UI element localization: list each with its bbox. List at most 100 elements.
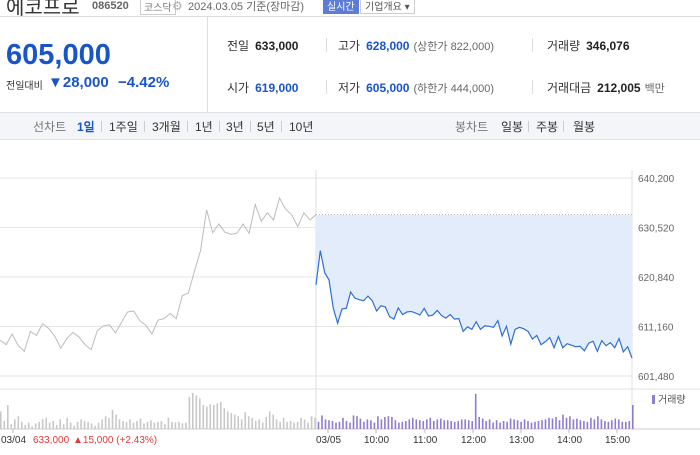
volume-bar [398,422,400,429]
volume-bar [342,417,344,429]
volume-bar [419,420,421,429]
volume-bar [499,422,501,429]
volume-bar [286,421,288,429]
volume-bar [160,421,163,429]
y-tick-label: 640,200 [638,174,675,185]
volume-bar [321,415,323,429]
volume-bar [401,421,404,429]
volume-bar [310,416,313,429]
volume-bar [69,422,72,429]
volume-bar [370,420,372,429]
volume-bar [216,403,219,429]
x-tick-label: 13:00 [509,435,534,446]
volume-bar [429,417,432,429]
period-5y[interactable]: 5년 [257,120,275,134]
y-tick-label: 611,160 [638,323,674,334]
toolbar-separator [528,121,529,132]
volume-bar [618,419,620,429]
volume-bar [268,411,271,429]
volume-bar [495,420,498,429]
stat-value: 346,076 [586,39,630,53]
company-overview-button[interactable]: 기업개요 ▾ [360,0,415,14]
volume-bar [335,422,337,429]
period-10y[interactable]: 10년 [289,120,314,134]
volume-bar [230,413,233,429]
stat-volume: 거래량 346,076 [547,37,630,54]
volume-bar [576,418,578,429]
volume-bar [233,414,236,429]
volume-bar [202,405,205,429]
stat-separator [326,38,327,52]
volume-bar [328,420,330,429]
volume-bar [136,421,138,429]
volume-bar [272,414,274,429]
volume-bar [317,421,320,429]
volume-bar [590,417,592,429]
volume-bar [551,418,554,429]
volume-bar [181,423,184,429]
volume-bar [17,416,20,429]
y-tick-label: 620,840 [638,273,675,284]
volume-bar [471,421,473,429]
current-price: 605,000 [6,39,111,71]
volume-bar [178,421,180,429]
stat-separator [532,80,533,94]
gear-icon[interactable]: ⚙ [172,0,183,13]
volume-bar [188,397,191,429]
volume-bar [607,421,610,429]
period-1d[interactable]: 1일 [77,120,95,134]
volume-bar [289,421,292,429]
stat-separator [532,38,533,52]
volume-bar [247,416,250,429]
candle-monthly[interactable]: 월봉 [573,120,596,134]
volume-bar [14,419,16,429]
volume-bar [261,422,264,429]
volume-bar [143,423,145,429]
volume-bar [391,417,393,429]
volume-bar [516,420,519,429]
volume-bar [625,421,627,429]
volume-bar [7,405,9,429]
volume-bar [523,419,526,429]
volume-bar [632,405,634,429]
price-chart[interactable]: 640,200 630,520 620,840 611,160 601,480 거래량 03… [0,139,700,450]
live-button[interactable]: 실시간 [323,0,359,14]
stat-sub: (하한가 444,000) [413,83,494,95]
volume-bar [314,417,316,429]
volume-bar [356,416,358,429]
volume-bar [614,418,617,429]
stat-sub: (상한가 822,000) [413,41,494,53]
volume-bar [122,421,124,429]
candle-weekly[interactable]: 주봉 [536,120,559,134]
volume-bar [450,421,452,429]
volume-bar [541,420,543,429]
volume-bar [440,418,442,429]
x-tick-label: 03/04 [1,435,26,446]
market-badge: 코스닥 [140,0,176,15]
volume-bar [412,417,414,429]
x-tick-label: 03/05 [316,435,341,446]
change-label: 전일대비 [6,81,43,92]
volume-bar [467,420,470,429]
volume-bar [244,412,246,429]
volume-bar [237,416,239,429]
volume-bar [132,422,135,429]
volume-bar [171,421,173,429]
period-3m[interactable]: 3개월 [152,120,181,134]
stat-label: 저가 [338,81,361,95]
volume-bar [83,421,86,429]
volume-bar [111,409,114,429]
volume-bar [520,421,522,429]
toolbar-separator [144,121,145,132]
volume-bar [258,419,260,429]
toolbar-separator [187,121,188,132]
volume-bar [146,421,149,429]
volume-bar [562,414,564,429]
volume-bar [94,425,96,429]
volume-bar [628,421,631,429]
volume-bar [338,421,341,429]
period-1y[interactable]: 1년 [195,120,213,134]
candle-daily[interactable]: 일봉 [501,120,524,134]
period-1w[interactable]: 1주일 [109,120,138,134]
period-3y[interactable]: 3년 [226,120,244,134]
